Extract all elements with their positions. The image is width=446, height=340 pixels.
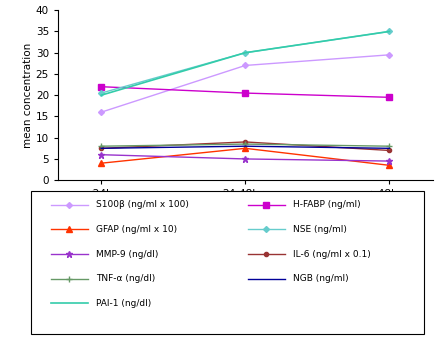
- Text: NGB (ng/ml): NGB (ng/ml): [293, 274, 349, 283]
- Text: S100β (ng/ml x 100): S100β (ng/ml x 100): [96, 201, 189, 209]
- Text: PAI-1 (ng/dl): PAI-1 (ng/dl): [96, 299, 151, 308]
- Text: IL-6 (ng/ml x 0.1): IL-6 (ng/ml x 0.1): [293, 250, 371, 258]
- Text: H-FABP (ng/ml): H-FABP (ng/ml): [293, 201, 361, 209]
- Text: TNF-α (ng/dl): TNF-α (ng/dl): [96, 274, 155, 283]
- Text: NSE (ng/ml): NSE (ng/ml): [293, 225, 347, 234]
- Text: MMP-9 (ng/dl): MMP-9 (ng/dl): [96, 250, 158, 258]
- Text: GFAP (ng/ml x 10): GFAP (ng/ml x 10): [96, 225, 177, 234]
- Y-axis label: mean concentration: mean concentration: [23, 42, 33, 148]
